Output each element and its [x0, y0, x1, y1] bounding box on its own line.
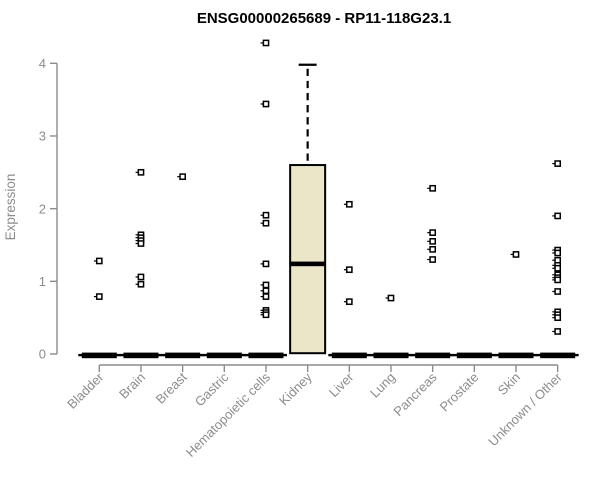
category-brain	[119, 168, 162, 359]
data-point	[429, 229, 437, 236]
data-point	[262, 100, 270, 108]
data-point	[429, 245, 437, 253]
category-unknown-other	[536, 160, 579, 359]
category-pancreas	[411, 184, 454, 359]
data-point	[554, 288, 562, 295]
y-axis-title: Expression	[3, 174, 18, 241]
y-tick-label: 2	[39, 201, 46, 216]
data-point	[262, 311, 270, 319]
x-category-label: Breast	[153, 369, 190, 406]
y-tick-label: 3	[39, 129, 46, 144]
y-tick-label: 0	[39, 347, 46, 362]
data-point	[137, 273, 145, 281]
x-category-label: Skin	[495, 370, 523, 398]
data-point	[554, 160, 562, 167]
zero-bar	[456, 352, 492, 359]
category-skin	[495, 251, 537, 359]
data-point	[137, 240, 145, 247]
data-point	[345, 200, 353, 208]
box	[289, 164, 327, 355]
data-point	[429, 256, 437, 263]
category-hematopoietic-cells	[244, 39, 287, 359]
data-point	[137, 280, 145, 288]
data-point	[345, 298, 353, 306]
category-prostate	[453, 352, 496, 359]
data-point	[554, 212, 562, 220]
zero-bar	[415, 352, 451, 359]
y-tick-label: 1	[39, 274, 46, 289]
data-point	[554, 249, 562, 257]
plot-area	[78, 39, 579, 359]
data-point	[262, 211, 270, 219]
category-kidney	[289, 63, 327, 355]
zero-bar	[206, 352, 242, 359]
zero-bar	[373, 352, 409, 359]
data-point	[554, 328, 562, 335]
data-point	[429, 238, 437, 245]
data-point	[137, 168, 145, 176]
zero-bar	[248, 352, 284, 359]
chart-title: ENSG00000265689 - RP11-118G23.1	[197, 10, 451, 27]
x-category-label: Brain	[116, 370, 148, 402]
data-point	[262, 287, 270, 295]
x-category-label: Prostate	[437, 370, 482, 415]
x-category-label: Liver	[326, 369, 357, 400]
zero-bar	[81, 352, 117, 359]
data-point	[179, 173, 186, 181]
median-line	[290, 261, 326, 267]
zero-bar	[331, 352, 367, 359]
data-point	[95, 293, 103, 300]
x-category-label: Unknown / Other	[485, 369, 565, 449]
category-breast	[161, 173, 204, 359]
data-point	[429, 184, 437, 192]
x-category-label: Lung	[367, 370, 398, 401]
data-point	[262, 219, 270, 227]
data-point	[512, 251, 520, 258]
zero-bar	[498, 352, 534, 359]
data-point	[262, 39, 270, 47]
data-point	[95, 257, 103, 265]
x-category-label: Bladder	[64, 369, 107, 412]
y-tick-label: 4	[39, 56, 46, 71]
category-lung	[369, 294, 412, 359]
data-point	[262, 293, 270, 300]
x-category-label: Pancreas	[390, 369, 440, 419]
data-point	[262, 281, 270, 289]
category-gastric	[203, 352, 246, 359]
data-point	[554, 264, 562, 272]
data-point	[345, 266, 353, 274]
data-point	[554, 314, 562, 322]
x-category-label: Kidney	[276, 369, 315, 408]
zero-bar	[123, 352, 159, 359]
zero-bar	[540, 352, 576, 359]
zero-bar	[165, 352, 201, 359]
data-point	[262, 260, 270, 268]
x-category-label: Gastric	[192, 369, 232, 409]
category-bladder	[78, 257, 121, 359]
data-point	[387, 294, 395, 302]
data-point	[554, 276, 562, 284]
category-liver	[328, 200, 371, 359]
